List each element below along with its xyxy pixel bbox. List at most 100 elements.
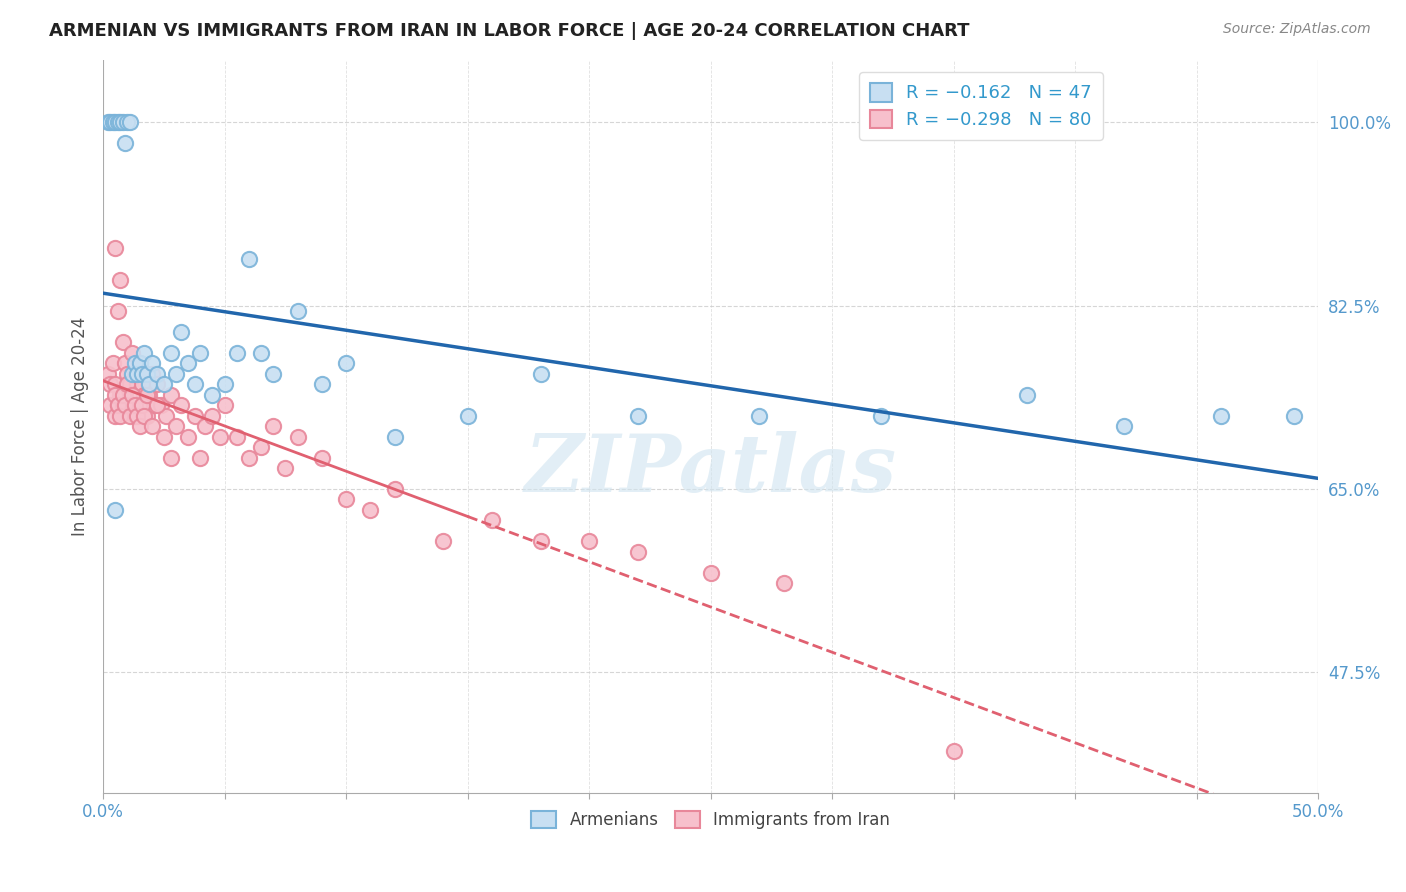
- Point: [114, 398, 136, 412]
- Point: [529, 534, 551, 549]
- Point: [214, 377, 236, 392]
- Point: [138, 388, 160, 402]
- Point: [165, 419, 187, 434]
- Point: [153, 377, 176, 392]
- Point: [188, 450, 211, 465]
- Point: [111, 398, 134, 412]
- Point: [117, 398, 139, 412]
- Point: [114, 388, 136, 402]
- Point: [287, 429, 309, 443]
- Point: [145, 377, 167, 392]
- Point: [124, 409, 146, 423]
- Point: [184, 377, 207, 392]
- Point: [101, 356, 124, 370]
- Point: [155, 409, 177, 423]
- Point: [117, 115, 139, 129]
- Point: [869, 409, 891, 423]
- Point: [145, 398, 167, 412]
- Point: [107, 115, 129, 129]
- Point: [384, 429, 406, 443]
- Point: [118, 409, 141, 423]
- Point: [124, 356, 146, 370]
- Point: [135, 367, 157, 381]
- Point: [128, 356, 150, 370]
- Point: [208, 429, 231, 443]
- Point: [111, 388, 134, 402]
- Point: [100, 377, 122, 392]
- Point: [114, 356, 136, 370]
- Point: [335, 492, 357, 507]
- Point: [150, 398, 173, 412]
- Point: [1015, 388, 1038, 402]
- Point: [201, 388, 224, 402]
- Point: [111, 115, 134, 129]
- Y-axis label: In Labor Force | Age 20-24: In Labor Force | Age 20-24: [72, 317, 89, 536]
- Point: [135, 409, 157, 423]
- Point: [141, 356, 163, 370]
- Point: [104, 241, 127, 255]
- Point: [104, 388, 127, 402]
- Point: [131, 367, 153, 381]
- Point: [250, 440, 273, 454]
- Point: [942, 744, 965, 758]
- Point: [128, 356, 150, 370]
- Point: [287, 304, 309, 318]
- Point: [201, 409, 224, 423]
- Text: Source: ZipAtlas.com: Source: ZipAtlas.com: [1223, 22, 1371, 37]
- Point: [104, 409, 127, 423]
- Point: [134, 388, 156, 402]
- Point: [128, 419, 150, 434]
- Legend: Armenians, Immigrants from Iran: Armenians, Immigrants from Iran: [524, 804, 897, 836]
- Point: [107, 304, 129, 318]
- Point: [225, 346, 247, 360]
- Point: [128, 398, 150, 412]
- Point: [97, 367, 120, 381]
- Point: [262, 419, 284, 434]
- Point: [311, 377, 333, 392]
- Point: [529, 367, 551, 381]
- Point: [100, 398, 122, 412]
- Point: [238, 450, 260, 465]
- Point: [127, 409, 149, 423]
- Text: ARMENIAN VS IMMIGRANTS FROM IRAN IN LABOR FORCE | AGE 20-24 CORRELATION CHART: ARMENIAN VS IMMIGRANTS FROM IRAN IN LABO…: [49, 22, 970, 40]
- Point: [153, 429, 176, 443]
- Point: [141, 419, 163, 434]
- Point: [118, 377, 141, 392]
- Point: [124, 367, 146, 381]
- Point: [107, 398, 129, 412]
- Point: [111, 335, 134, 350]
- Point: [124, 398, 146, 412]
- Point: [177, 356, 200, 370]
- Point: [121, 367, 143, 381]
- Point: [699, 566, 721, 580]
- Point: [127, 377, 149, 392]
- Point: [104, 503, 127, 517]
- Point: [160, 346, 183, 360]
- Point: [335, 356, 357, 370]
- Point: [457, 409, 479, 423]
- Point: [1209, 409, 1232, 423]
- Point: [100, 115, 122, 129]
- Point: [127, 367, 149, 381]
- Point: [97, 115, 120, 129]
- Text: ZIPatlas: ZIPatlas: [524, 432, 897, 508]
- Point: [250, 346, 273, 360]
- Point: [138, 377, 160, 392]
- Point: [274, 461, 297, 475]
- Point: [311, 450, 333, 465]
- Point: [481, 513, 503, 527]
- Point: [177, 429, 200, 443]
- Point: [101, 115, 124, 129]
- Point: [238, 252, 260, 266]
- Point: [194, 419, 217, 434]
- Point: [262, 367, 284, 381]
- Point: [131, 377, 153, 392]
- Point: [432, 534, 454, 549]
- Point: [121, 388, 143, 402]
- Point: [135, 388, 157, 402]
- Point: [117, 377, 139, 392]
- Point: [772, 576, 794, 591]
- Point: [748, 409, 770, 423]
- Point: [160, 450, 183, 465]
- Point: [184, 409, 207, 423]
